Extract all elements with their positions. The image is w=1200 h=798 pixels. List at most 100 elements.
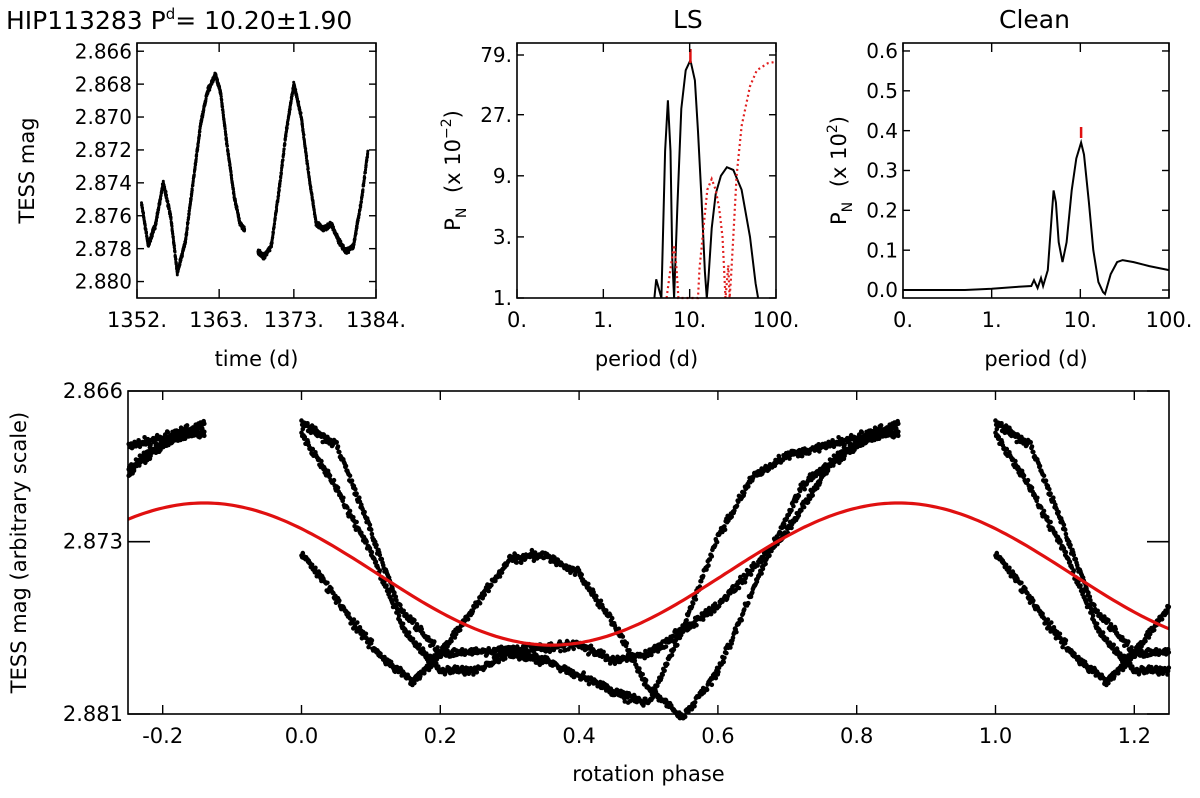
- light-curve-point: [303, 141, 307, 145]
- phased-point: [1086, 590, 1091, 595]
- light-curve-point: [282, 152, 286, 156]
- phased-point: [1051, 495, 1056, 501]
- phased-point: [700, 573, 706, 579]
- ls-periodogram-series-solid: [653, 57, 760, 299]
- clean-periodogram-ytick-label: 0.6: [866, 39, 898, 63]
- light-curve-point: [270, 241, 274, 245]
- light-curve-point: [352, 242, 356, 246]
- light-curve-point: [175, 273, 179, 277]
- phased-point: [1048, 491, 1053, 496]
- phased-point: [994, 426, 1000, 432]
- light-curve-points: [140, 71, 370, 277]
- light-curve-point: [302, 133, 306, 137]
- light-curve-ytick-label: 2.870: [75, 105, 132, 129]
- light-curve-point: [196, 147, 200, 151]
- phased-point: [662, 668, 667, 673]
- clean-periodogram-series-solid: [903, 138, 1170, 296]
- ls-periodogram-ytick-label: 79.: [480, 43, 512, 67]
- light-curve-point: [234, 199, 237, 203]
- light-curve-point: [189, 197, 193, 201]
- phased-point: [1067, 559, 1073, 565]
- light-curve-point: [192, 173, 196, 176]
- phased-point: [432, 639, 437, 644]
- phased-point: [1047, 486, 1052, 492]
- light-curve-point: [294, 88, 298, 92]
- phased-point: [694, 622, 699, 628]
- ls-periodogram-lines: [653, 49, 777, 300]
- phased-point: [325, 580, 330, 586]
- phased-point: [581, 670, 586, 675]
- phased-point: [693, 597, 699, 602]
- phased-light-curve-panel: -0.2 0.0 0.2 0.4 0.6 0.8 1.0 1.22.8662.8732.881…: [7, 379, 1172, 786]
- light-curve-point: [220, 98, 224, 102]
- light-curve-point: [311, 201, 315, 205]
- phased-point: [714, 539, 720, 545]
- light-curve-point: [198, 130, 202, 134]
- light-curve-point: [284, 134, 288, 138]
- clean-panel-title: Clean: [999, 5, 1070, 34]
- phased-point: [1063, 531, 1069, 537]
- light-curve-ylabel: TESS mag: [15, 117, 39, 224]
- phased-point: [374, 542, 379, 548]
- light-curve-point: [299, 111, 303, 115]
- phased-point: [1090, 613, 1096, 619]
- phased-point: [669, 652, 675, 658]
- light-curve-point: [305, 159, 309, 163]
- light-curve-ytick-label: 2.880: [75, 270, 132, 294]
- light-curve-ytick-label: 2.878: [75, 237, 132, 261]
- phased-point: [165, 429, 171, 435]
- phased-point: [734, 503, 740, 509]
- light-curve-point: [359, 200, 363, 204]
- phased-point: [357, 495, 362, 501]
- phased-point: [362, 509, 367, 515]
- light-curve-ytick-label: 2.876: [75, 204, 132, 228]
- phased-point: [896, 421, 901, 427]
- light-curve-point: [290, 97, 294, 101]
- phased-point: [1068, 542, 1073, 548]
- light-curve-point: [309, 185, 313, 189]
- phased-point: [392, 590, 397, 595]
- phased-point: [1031, 598, 1036, 603]
- phased-point: [334, 440, 340, 445]
- light-curve-point: [150, 234, 154, 238]
- phased-point: [1071, 552, 1077, 558]
- light-curve-panel: 1352. 1363. 1373. 1384.2.8662.8682.8702.872…: [15, 39, 406, 371]
- light-curve-xtick-label: 1373.: [264, 308, 324, 332]
- phased-point: [369, 531, 375, 537]
- phased-point: [706, 563, 711, 568]
- light-curve-point: [291, 90, 295, 94]
- phased-point: [859, 429, 865, 435]
- phased-point: [665, 661, 670, 667]
- light-curve-point: [191, 184, 195, 188]
- phased-point: [1029, 444, 1035, 449]
- light-curve-ytick-label: 2.872: [75, 138, 132, 162]
- period-value: 10.20±1.90: [204, 6, 353, 35]
- light-curve-point: [216, 78, 219, 82]
- clean-periodogram-ytick-label: 0.2: [866, 199, 898, 223]
- light-curve-point: [144, 227, 148, 231]
- phased-point: [1087, 602, 1093, 608]
- phased-point: [810, 493, 815, 498]
- phased-point: [1058, 539, 1063, 545]
- phased-point: [1078, 583, 1083, 588]
- phased-points: [126, 418, 1172, 721]
- ls-periodogram-xtick-label: 10.: [673, 308, 706, 332]
- phased-point: [398, 602, 403, 608]
- light-curve-point: [279, 171, 283, 175]
- light-curve-point: [173, 247, 177, 251]
- light-curve-point: [185, 231, 189, 235]
- phased-point: [1062, 527, 1068, 532]
- light-curve-point: [357, 213, 361, 217]
- light-curve-point: [194, 157, 198, 161]
- light-curve-point: [305, 154, 309, 158]
- light-curve-point: [230, 173, 233, 177]
- phased-point: [1021, 473, 1027, 478]
- light-curve-point: [310, 195, 314, 199]
- light-curve-point: [278, 182, 282, 186]
- light-curve-point: [195, 152, 199, 156]
- phased-point: [878, 423, 884, 428]
- phased-point: [354, 519, 359, 525]
- phased-point: [327, 473, 333, 478]
- phased-point: [1063, 549, 1069, 555]
